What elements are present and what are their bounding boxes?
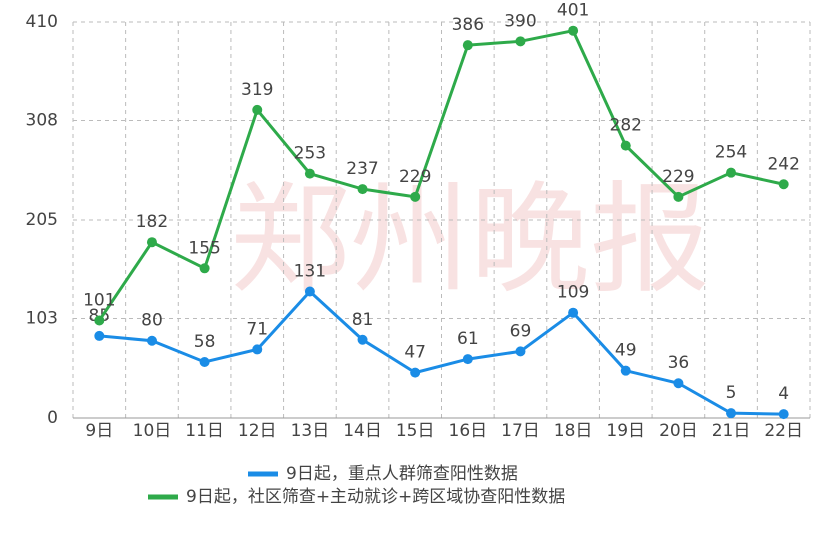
- series-line: [99, 289, 784, 416]
- data-label: 47: [404, 343, 426, 363]
- data-label: 390: [504, 11, 536, 31]
- point: [778, 179, 789, 190]
- x-tick-label: 21日: [712, 421, 751, 441]
- point: [146, 335, 157, 346]
- point: [462, 40, 473, 51]
- series-line: [98, 28, 785, 322]
- x-tick-label: 12日: [238, 421, 277, 441]
- x-tick-label: 15日: [396, 421, 435, 441]
- x-tick-label: 16日: [449, 421, 488, 441]
- x-tick-label: 22日: [764, 421, 803, 441]
- data-label: 242: [767, 154, 799, 174]
- x-tick-label: 13日: [291, 421, 330, 441]
- point: [199, 356, 210, 367]
- x-tick-label: 11日: [185, 421, 224, 441]
- y-tick-label: 205: [26, 210, 58, 230]
- point: [146, 237, 157, 248]
- point: [778, 409, 789, 420]
- data-label: 182: [136, 212, 168, 232]
- data-label: 253: [294, 144, 326, 164]
- point: [673, 378, 684, 389]
- data-label: 69: [510, 321, 532, 341]
- data-label: 386: [452, 15, 484, 35]
- point: [515, 346, 526, 357]
- point: [673, 191, 684, 202]
- x-tick-label: 19日: [606, 421, 645, 441]
- data-label: 229: [399, 167, 431, 187]
- point: [568, 307, 579, 318]
- point: [620, 365, 631, 376]
- data-label: 319: [241, 80, 273, 100]
- legend-label: 9日起，社区筛查+主动就诊+跨区域协查阳性数据: [186, 487, 565, 507]
- data-label: 58: [194, 332, 216, 352]
- point: [357, 184, 368, 195]
- point: [726, 167, 737, 178]
- point: [252, 104, 263, 115]
- data-label: 5: [726, 383, 737, 403]
- point: [304, 168, 315, 179]
- data-label: 49: [615, 341, 637, 361]
- data-label: 61: [457, 329, 479, 349]
- y-tick-label: 103: [26, 309, 58, 329]
- data-label: 155: [188, 238, 220, 258]
- point: [726, 408, 737, 419]
- point: [462, 354, 473, 365]
- data-label: 229: [662, 167, 694, 187]
- data-label: 101: [83, 290, 115, 310]
- point: [568, 25, 579, 36]
- data-label: 237: [346, 159, 378, 179]
- y-tick-label: 308: [26, 111, 58, 131]
- point: [620, 140, 631, 151]
- data-label: 401: [557, 1, 589, 21]
- point: [304, 286, 315, 297]
- x-tick-label: 9日: [85, 421, 113, 441]
- y-tick-label: 410: [26, 12, 58, 32]
- data-label: 131: [294, 261, 326, 281]
- data-label: 254: [715, 143, 747, 163]
- data-label: 282: [610, 116, 642, 136]
- point: [357, 334, 368, 345]
- data-label: 109: [557, 283, 589, 303]
- point: [94, 330, 105, 341]
- data-label: 4: [778, 384, 789, 404]
- data-label: 36: [668, 353, 690, 373]
- point: [199, 263, 210, 274]
- legend-label: 9日起，重点人群筛查阳性数据: [286, 464, 518, 484]
- point: [515, 36, 526, 47]
- x-tick-label: 17日: [501, 421, 540, 441]
- point: [252, 344, 263, 355]
- data-label: 71: [246, 319, 268, 339]
- data-label: 81: [352, 310, 374, 330]
- x-tick-label: 14日: [343, 421, 382, 441]
- x-tick-label: 18日: [554, 421, 593, 441]
- x-tick-label: 20日: [659, 421, 698, 441]
- point: [94, 315, 105, 326]
- point: [410, 367, 421, 378]
- x-tick-label: 10日: [133, 421, 172, 441]
- y-tick-label: 0: [47, 408, 58, 428]
- data-label: 80: [141, 311, 163, 331]
- point: [410, 191, 421, 202]
- watermark: 郑州晚报: [230, 171, 710, 310]
